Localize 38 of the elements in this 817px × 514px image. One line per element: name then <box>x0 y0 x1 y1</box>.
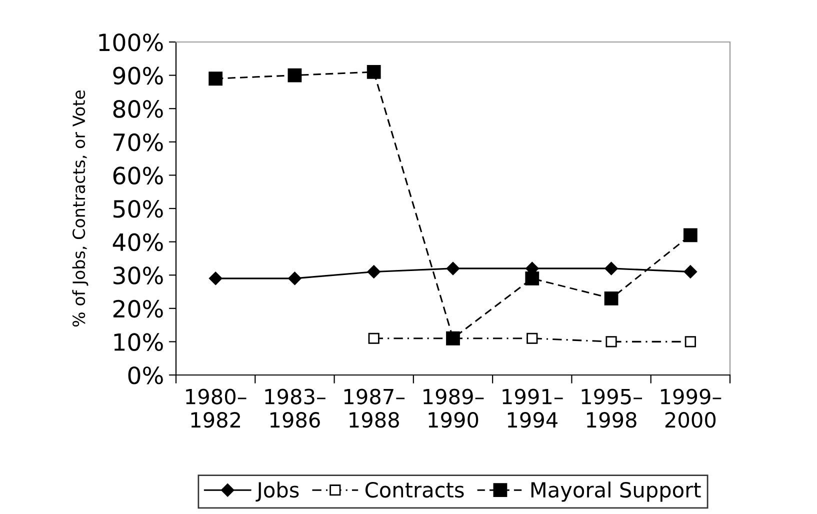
point <box>684 265 698 278</box>
y-tick-label: 0% <box>128 366 163 384</box>
point <box>683 228 698 242</box>
y-tick-label: 90% <box>113 66 163 85</box>
point <box>208 72 223 86</box>
point <box>288 272 302 286</box>
y-tick-label: 80% <box>113 100 163 118</box>
point <box>208 272 222 286</box>
y-tick-label: 20% <box>113 300 163 318</box>
x-tick-label: 1989– 1990 <box>424 388 484 428</box>
point <box>684 336 696 348</box>
point <box>606 336 617 348</box>
x-tick-label: 1983– 1986 <box>265 388 326 428</box>
x-tick-label: 1991– 1994 <box>502 388 563 428</box>
legend-label: Contracts <box>366 482 464 498</box>
y-tick-label: 50% <box>114 200 163 218</box>
y-tick-label: 10% <box>114 333 163 352</box>
y-tick-label: 70% <box>114 133 163 152</box>
x-tick-label: 1987– 1988 <box>344 388 405 428</box>
point <box>366 65 381 79</box>
y-tick-label: 40% <box>112 233 163 252</box>
point <box>368 332 380 344</box>
x-tick-label: 1995– 1998 <box>582 388 642 428</box>
point <box>288 68 302 82</box>
legend-label: Mayoral Support <box>531 482 701 502</box>
y-axis-title: % of Jobs, Contracts, or Vote <box>72 90 88 327</box>
point <box>525 271 540 286</box>
point <box>446 262 460 276</box>
point <box>604 291 618 306</box>
point <box>367 265 380 278</box>
x-tick-label: 1999– 2000 <box>661 388 722 428</box>
y-tick-label: 100% <box>99 33 163 52</box>
point <box>526 332 538 344</box>
y-tick-label: 60% <box>113 166 163 185</box>
x-tick-label: 1980– 1982 <box>186 388 246 428</box>
y-tick-label: 30% <box>114 266 163 284</box>
point <box>604 262 618 276</box>
legend-label: Jobs <box>256 482 299 502</box>
